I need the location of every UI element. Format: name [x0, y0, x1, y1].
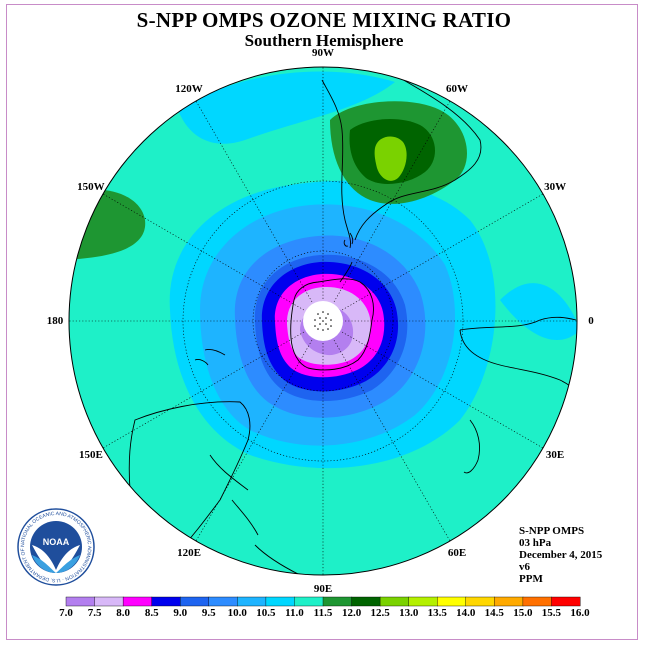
coast-antarctic-peninsula: [339, 261, 353, 283]
colorbar-label: 10.0: [227, 607, 247, 619]
meridian-line: [341, 331, 544, 449]
info-date: December 4, 2015: [519, 549, 603, 561]
colorbar-label: 14.5: [484, 607, 504, 619]
coast-new-zealand: [194, 349, 226, 366]
colorbar-label: 11.0: [285, 607, 304, 619]
longitude-label: 180: [46, 315, 64, 327]
longitude-label: 30E: [545, 449, 565, 461]
meridian-line: [341, 193, 544, 311]
lat-circle-50: [182, 180, 464, 462]
coast-south-america-west: [321, 79, 351, 249]
graticule: [69, 67, 577, 575]
longitude-label: 120W: [175, 82, 203, 95]
longitude-label: 60W: [446, 82, 468, 95]
colorbar-label: 9.5: [201, 607, 216, 619]
longitude-label: 90W: [312, 47, 334, 59]
colorbar-label: 12.0: [341, 607, 362, 619]
colorbar-label: 12.5: [370, 607, 390, 619]
longitude-label: 150W: [77, 181, 105, 193]
field-band-top: [178, 71, 395, 144]
coast-tasmania: [209, 454, 259, 536]
colorbar-label: 7.0: [59, 607, 73, 619]
longitude-label: 120E: [177, 547, 201, 560]
colorbar-label: 15.0: [513, 607, 533, 619]
colorbar-label: 10.5: [256, 607, 276, 619]
coast-islands: [343, 232, 354, 247]
info-level: 03 hPa: [519, 537, 552, 549]
field-band-east: [500, 283, 577, 340]
colorbar-label: 11.5: [313, 607, 333, 619]
colorbar-label: 14.0: [456, 607, 476, 619]
colorbar-label: 8.0: [116, 607, 130, 619]
ozone-field: [69, 67, 577, 575]
longitude-label: 30W: [544, 181, 567, 193]
meridian-line: [102, 193, 305, 311]
info-version: v6: [519, 561, 530, 573]
coast-indonesia: [254, 544, 331, 575]
colorbar-label: 16.0: [570, 607, 590, 619]
field-high-samerica-core: [374, 136, 407, 181]
info-instrument: S-NPP OMPS: [519, 525, 585, 537]
longitude-label: 90E: [313, 583, 333, 595]
colorbar-label: 13.0: [399, 607, 419, 619]
info-units: PPM: [519, 573, 543, 585]
map-subtitle: Southern Hemisphere: [244, 31, 404, 50]
longitude-label: 60E: [447, 547, 467, 560]
pole-cap-dots: [314, 311, 332, 331]
map-boundary: [68, 66, 578, 576]
meridian-line: [195, 100, 313, 303]
longitude-label: 150E: [78, 449, 103, 461]
coast-antarctica: [290, 278, 374, 371]
plot-frame: [6, 4, 638, 640]
map-title: S-NPP OMPS OZONE MIXING RATIO: [136, 8, 512, 32]
colorbar-label: 15.5: [541, 607, 562, 619]
colorbar-label: 8.5: [144, 607, 159, 619]
coast-madagascar: [463, 419, 481, 474]
meridian-line: [195, 339, 313, 542]
colorbar-label: 7.5: [87, 607, 102, 619]
colorbar-label: 13.5: [427, 607, 447, 619]
colorbar-label: 9.0: [173, 607, 188, 619]
meridian-line: [333, 339, 451, 542]
meridian-line: [333, 100, 451, 303]
longitude-label: 0: [588, 315, 594, 327]
meridians: [69, 67, 577, 575]
meridian-line: [102, 331, 305, 449]
